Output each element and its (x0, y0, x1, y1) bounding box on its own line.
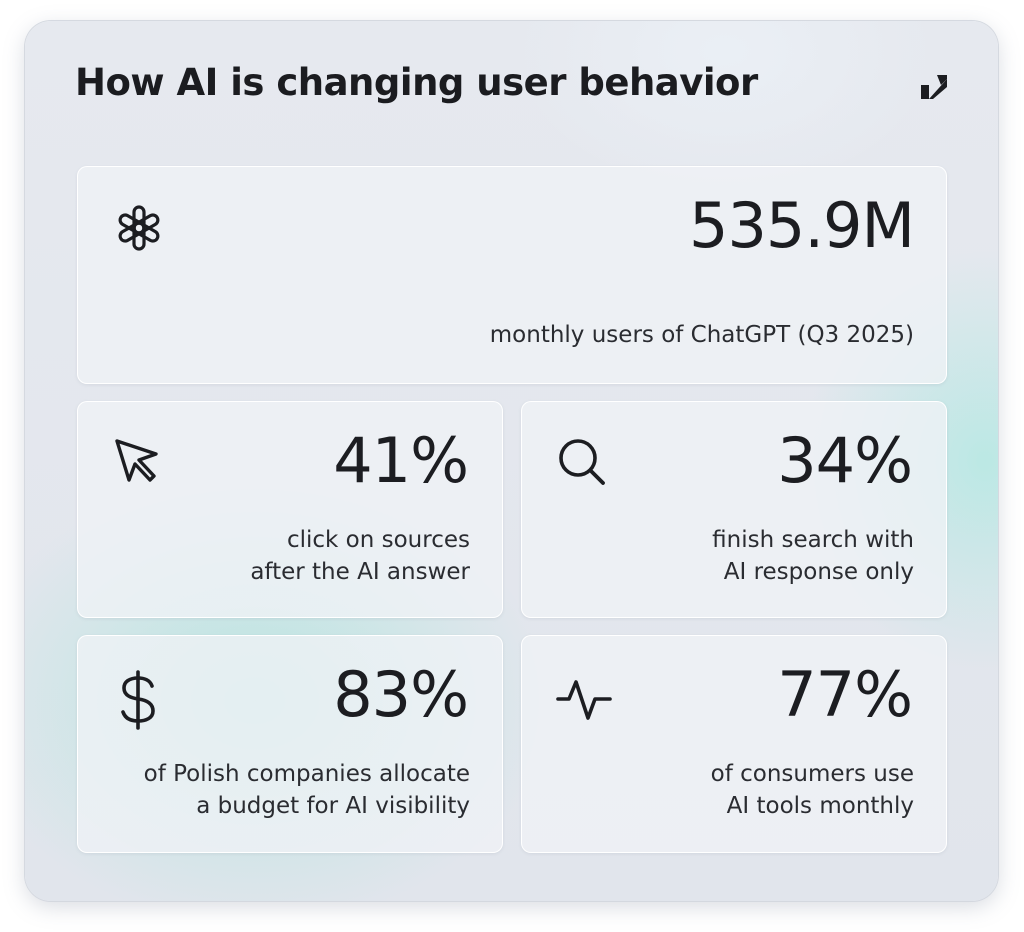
stat-card-click-sources: 41% click on sources after the AI answer (77, 401, 503, 618)
stat-value: 41% (333, 424, 469, 497)
infographic-card: How AI is changing user behavior 535.9M … (25, 21, 998, 901)
stat-caption: monthly users of ChatGPT (Q3 2025) (490, 319, 914, 351)
stat-card-polish-companies: 83% of Polish companies allocate a budge… (77, 635, 503, 853)
stat-card-search-ai-only: 34% finish search with AI response only (521, 401, 947, 618)
stat-value: 34% (777, 424, 913, 497)
stat-caption: of Polish companies allocate a budget fo… (144, 758, 470, 822)
caption-line: of consumers use (710, 761, 914, 787)
caption-line: monthly users of ChatGPT (Q3 2025) (489, 322, 914, 348)
stat-caption: of consumers use AI tools monthly (711, 758, 914, 822)
stat-value: 535.9M (689, 189, 915, 262)
caption-line: a budget for AI visibility (196, 793, 470, 819)
stat-value: 77% (777, 658, 913, 731)
caption-line: click on sources (286, 527, 470, 553)
checkmark-logo-icon (921, 75, 947, 99)
stat-card-consumers-ai-tools: 77% of consumers use AI tools monthly (521, 635, 947, 853)
caption-line: after the AI answer (250, 559, 470, 585)
activity-pulse-icon (556, 680, 612, 720)
stat-value: 83% (333, 658, 469, 731)
search-icon (559, 439, 605, 485)
stat-caption: finish search with AI response only (712, 524, 914, 588)
caption-line: AI tools monthly (726, 793, 914, 819)
stat-card-chatgpt-users: 535.9M monthly users of ChatGPT (Q3 2025… (77, 166, 947, 384)
cursor-arrow-icon (115, 439, 158, 482)
dollar-icon (121, 670, 155, 730)
caption-line: finish search with (712, 527, 914, 553)
chatgpt-logo-icon (118, 205, 160, 251)
caption-line: of Polish companies allocate (143, 761, 470, 787)
stat-caption: click on sources after the AI answer (250, 524, 470, 588)
page-title: How AI is changing user behavior (75, 61, 758, 104)
caption-line: AI response only (723, 559, 914, 585)
